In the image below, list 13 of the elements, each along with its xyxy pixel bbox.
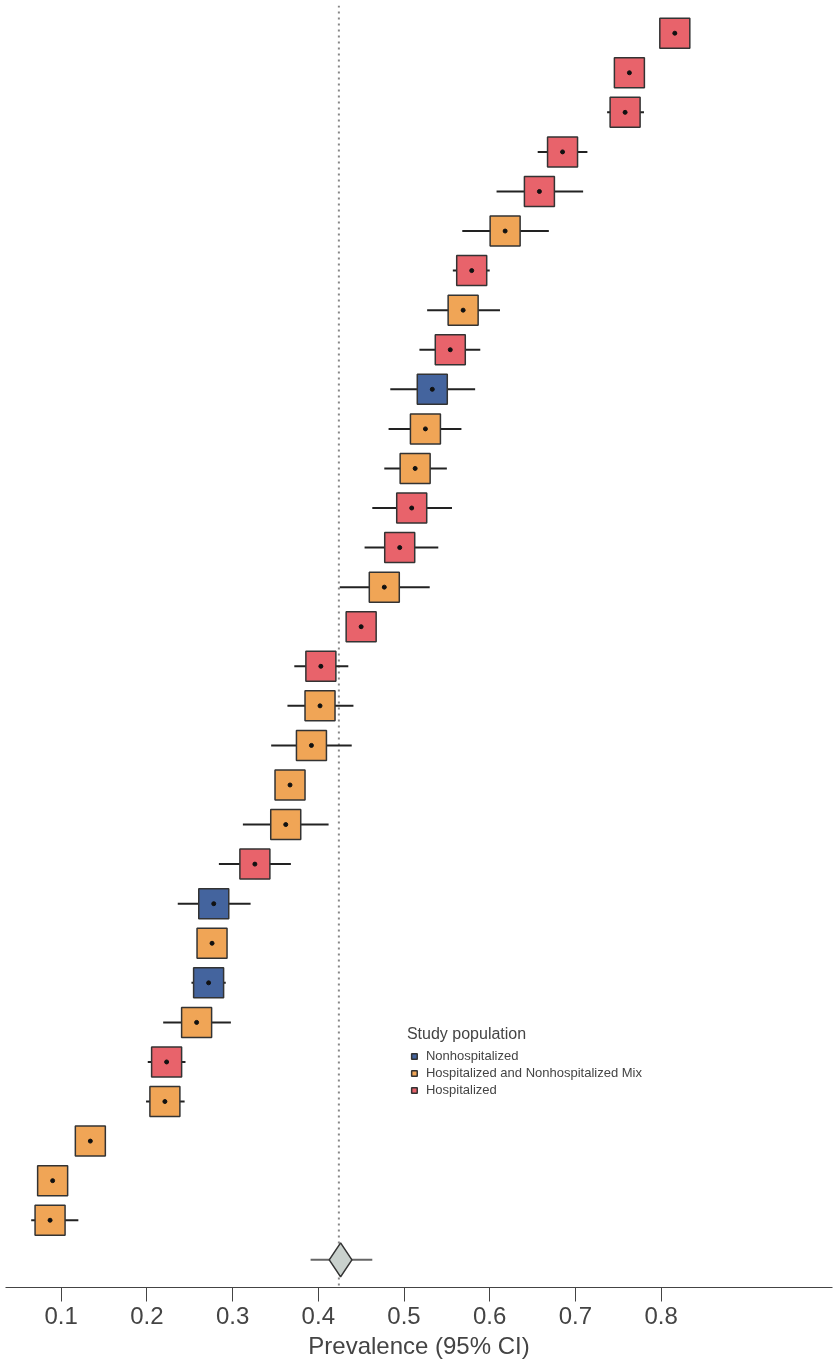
x-tick-label: 0.1 — [44, 1301, 78, 1329]
legend-label: Nonhospitalized — [425, 1048, 519, 1063]
x-axis-title: Prevalence (95% CI) — [308, 1331, 530, 1359]
x-tick-label: 0.4 — [301, 1301, 335, 1329]
legend-label: Hospitalized — [425, 1082, 497, 1097]
x-tick-label: 0.5 — [387, 1301, 421, 1329]
x-tick-label: 0.7 — [558, 1301, 593, 1329]
x-tick-label: 0.8 — [644, 1301, 678, 1329]
x-tick-label: 0.2 — [130, 1301, 164, 1329]
x-tick-label: 0.6 — [473, 1301, 507, 1329]
legend-label: Hospitalized and Nonhospitalized Mix — [425, 1065, 642, 1080]
legend-title: Study population — [406, 1025, 528, 1043]
x-tick-label: 0.3 — [215, 1301, 250, 1329]
